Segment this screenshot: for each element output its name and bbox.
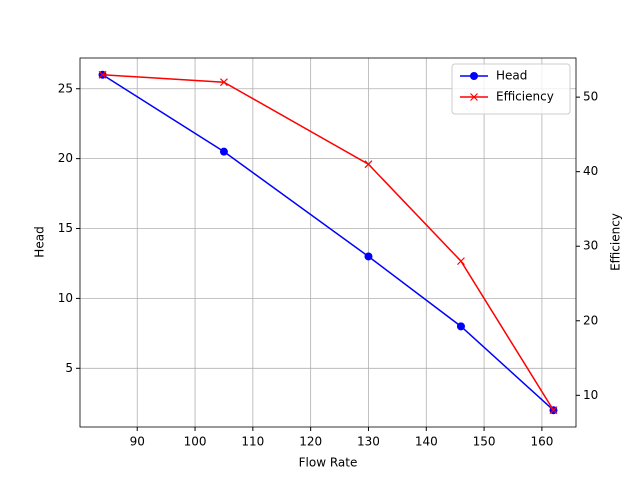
- x-tick-label: 90: [130, 435, 145, 449]
- y-tick-label: 15: [58, 221, 73, 235]
- data-point: [220, 78, 228, 87]
- data-point: [364, 160, 373, 169]
- data-point: [219, 147, 228, 156]
- data-point: [457, 257, 465, 266]
- y2-tick-label: 20: [583, 313, 598, 327]
- legend-marker: [470, 93, 478, 101]
- data-point: [549, 406, 558, 415]
- y-tick-label: 5: [65, 361, 73, 375]
- plot-frame: [79, 57, 577, 428]
- x-tick-label: 140: [415, 435, 438, 449]
- x-tick-label: 120: [299, 435, 322, 449]
- series-line: [102, 74, 554, 411]
- y-tick-label: 10: [58, 291, 73, 305]
- y-tick-label: 20: [58, 151, 73, 165]
- y2-tick-label: 50: [583, 90, 598, 104]
- x-tick-label: 100: [184, 435, 207, 449]
- y-axis-label: Head: [33, 226, 47, 257]
- y2-axis-label: Efficiency: [609, 213, 623, 271]
- y2-tick-label: 10: [583, 388, 598, 402]
- y2-tick-label: 40: [583, 164, 598, 178]
- legend-marker: [470, 72, 478, 80]
- legend-label: Efficiency: [496, 90, 554, 104]
- y-tick-label: 25: [58, 81, 73, 95]
- legend-label: Head: [496, 69, 527, 83]
- x-axis-label: Flow Rate: [299, 456, 358, 470]
- y2-tick-label: 30: [583, 239, 598, 253]
- series-line: [102, 74, 555, 411]
- x-tick-label: 160: [530, 435, 553, 449]
- data-point: [364, 252, 373, 261]
- x-tick-label: 130: [357, 435, 380, 449]
- x-tick-label: 110: [241, 435, 264, 449]
- data-point: [456, 322, 465, 331]
- x-tick-label: 150: [473, 435, 496, 449]
- data-point: [98, 70, 107, 79]
